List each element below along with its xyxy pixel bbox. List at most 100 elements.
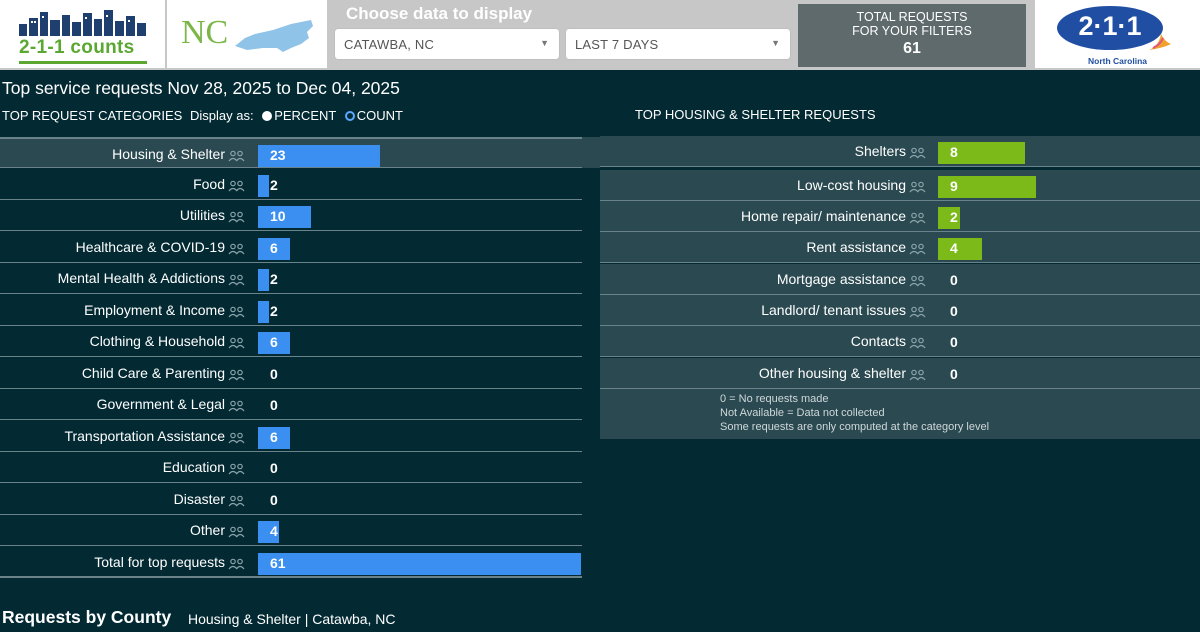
people-icon[interactable] (909, 211, 927, 229)
people-icon[interactable] (228, 273, 246, 291)
people-icon[interactable] (228, 210, 246, 228)
people-icon[interactable] (228, 557, 246, 575)
percent-radio[interactable] (262, 111, 273, 121)
brand-swoosh-icon (1149, 34, 1171, 50)
housing-row[interactable]: Landlord/ tenant issues 0 (600, 295, 1200, 326)
housing-label: Home repair/ maintenance (741, 208, 906, 224)
nc211-logo[interactable]: 2·1·1 North Carolina (1035, 0, 1200, 68)
people-icon[interactable] (228, 525, 246, 543)
category-row[interactable]: Other 4 (0, 515, 582, 546)
housing-row[interactable]: Home repair/ maintenance 2 (600, 201, 1200, 232)
category-value: 23 (270, 147, 286, 163)
category-row[interactable]: Mental Health & Addictions 2 (0, 263, 582, 294)
people-icon[interactable] (909, 274, 927, 292)
counts-logo-underline (19, 61, 147, 64)
category-label: Government & Legal (96, 396, 225, 412)
housing-row[interactable]: Mortgage assistance 0 (600, 264, 1200, 295)
housing-row[interactable]: Other housing & shelter 0 (600, 358, 1200, 389)
count-radio-label[interactable]: COUNT (356, 108, 403, 123)
people-icon[interactable] (228, 462, 246, 480)
housing-value: 9 (950, 178, 958, 194)
people-icon[interactable] (228, 431, 246, 449)
category-label: Education (162, 459, 225, 475)
category-bar (258, 237, 290, 260)
people-icon[interactable] (228, 336, 246, 354)
category-row[interactable]: Education 0 (0, 452, 582, 483)
housing-value: 0 (950, 303, 958, 319)
category-label: Disaster (173, 490, 225, 507)
category-row[interactable]: Transportation Assistance 6 (0, 421, 582, 452)
category-value: 2 (270, 176, 278, 193)
people-icon[interactable] (228, 494, 246, 512)
category-label: Total for top requests (94, 553, 225, 570)
housing-row[interactable]: Low-cost housing 9 (600, 170, 1200, 201)
category-row[interactable]: Healthcare & COVID-19 6 (0, 232, 582, 263)
period-select[interactable]: LAST 7 DAYS ▼ (566, 29, 790, 59)
legend-note: 0 = No requests made (720, 393, 829, 405)
category-bar (258, 300, 269, 323)
county-section-subtitle: Housing & Shelter | Catawba, NC (188, 611, 396, 627)
brand-subtitle: North Carolina (1087, 56, 1148, 66)
housing-bar (938, 142, 1026, 164)
housing-value: 2 (950, 209, 958, 225)
people-icon[interactable] (228, 242, 246, 260)
people-icon[interactable] (909, 368, 927, 386)
housing-label: Low-cost housing (797, 177, 906, 193)
chevron-down-icon: ▼ (771, 38, 780, 48)
category-row[interactable]: Clothing & Household 6 (0, 326, 582, 357)
housing-value: 4 (950, 240, 958, 256)
category-row[interactable]: Employment & Income 2 (0, 295, 582, 326)
housing-section-title: TOP HOUSING & SHELTER REQUESTS (635, 107, 876, 122)
category-value: 0 (270, 460, 278, 476)
legend-note: Not Available = Data not collected (720, 407, 885, 419)
selection-connector (582, 137, 600, 168)
chevron-down-icon: ▼ (540, 38, 549, 48)
housing-row[interactable]: Shelters 8 (600, 136, 1200, 167)
people-icon[interactable] (909, 305, 927, 323)
category-row[interactable]: Utilities 10 (0, 200, 582, 231)
people-icon[interactable] (228, 149, 246, 167)
people-icon[interactable] (909, 146, 927, 164)
nc-map-icon (235, 20, 313, 52)
county-select[interactable]: CATAWBA, NC ▼ (335, 29, 559, 59)
category-row[interactable]: Food 2 (0, 169, 582, 200)
brand-oval (1057, 6, 1163, 50)
category-label: Transportation Assistance (64, 427, 225, 444)
category-row[interactable]: Disaster 0 (0, 484, 582, 515)
housing-row[interactable]: Contacts 0 (600, 326, 1200, 357)
category-label: Clothing & Household (89, 333, 225, 349)
housing-bar (938, 207, 960, 229)
category-bar (258, 332, 290, 354)
people-icon[interactable] (228, 368, 246, 386)
housing-label: Rent assistance (806, 239, 906, 255)
housing-row[interactable]: Rent assistance 4 (600, 232, 1200, 263)
people-icon[interactable] (228, 399, 246, 417)
category-row[interactable]: Child Care & Parenting 0 (0, 358, 582, 389)
counts-logo-text: 2-1-1 counts (19, 37, 135, 58)
total-requests-box: TOTAL REQUESTS FOR YOUR FILTERS 61 (798, 4, 1026, 67)
people-icon[interactable] (909, 336, 927, 354)
county-section-title: Requests by County (2, 607, 172, 627)
category-value: 4 (270, 523, 278, 539)
people-icon[interactable] (909, 242, 927, 260)
category-label: Employment & Income (84, 301, 225, 318)
housing-label: Shelters (854, 143, 906, 159)
category-row[interactable]: Total for top requests 61 (0, 547, 582, 578)
people-icon[interactable] (228, 305, 246, 323)
category-row[interactable]: Government & Legal 0 (0, 389, 582, 420)
category-label: Utilities (179, 207, 225, 223)
category-value: 61 (270, 554, 286, 571)
people-icon[interactable] (909, 180, 927, 198)
category-bar (258, 426, 290, 449)
people-icon[interactable] (228, 179, 246, 197)
category-row[interactable]: Housing & Shelter 23 (0, 137, 582, 168)
count-radio[interactable] (344, 111, 355, 121)
category-value: 0 (270, 397, 278, 413)
categories-section-title: TOP REQUEST CATEGORIES (2, 108, 183, 123)
housing-label: Contacts (850, 333, 906, 349)
counts-logo[interactable]: 2-1-1 counts (0, 0, 165, 68)
category-bar (258, 145, 380, 167)
header-bar: 2-1-1 counts NC Choose data to display C… (0, 0, 1200, 70)
housing-label: Other housing & shelter (758, 365, 906, 381)
percent-radio-label[interactable]: PERCENT (274, 108, 337, 123)
